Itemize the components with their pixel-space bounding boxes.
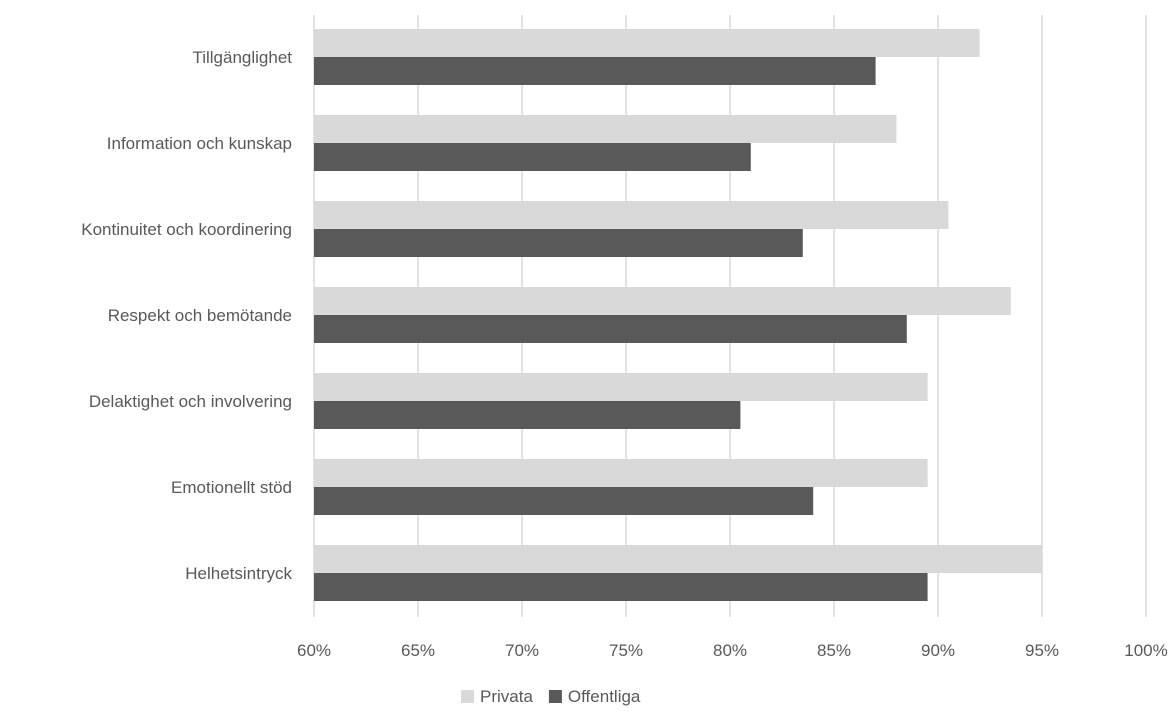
bar-offentliga-1: [314, 143, 751, 171]
bar-privata-3: [314, 287, 1011, 315]
x-tick-label-6: 90%: [921, 641, 955, 660]
bar-privata-1: [314, 115, 897, 143]
bar-privata-0: [314, 29, 980, 57]
x-tick-label-1: 65%: [401, 641, 435, 660]
category-label-5: Emotionellt stöd: [171, 478, 292, 497]
x-tick-label-3: 75%: [609, 641, 643, 660]
category-label-6: Helhetsintryck: [185, 564, 292, 583]
category-label-3: Respekt och bemötande: [108, 306, 292, 325]
bar-offentliga-6: [314, 573, 928, 601]
category-label-1: Information och kunskap: [107, 134, 292, 153]
bar-offentliga-4: [314, 401, 741, 429]
category-labels: Tillgänglighet Information och kunskap Kon…: [81, 48, 292, 583]
bar-privata-5: [314, 459, 928, 487]
legend: Privata Offentliga: [461, 687, 641, 706]
x-tick-label-7: 95%: [1025, 641, 1059, 660]
bar-offentliga-2: [314, 229, 803, 257]
x-axis-ticks: 60% 65% 70% 75% 80% 85% 90% 95% 100%: [297, 641, 1168, 660]
bar-privata-2: [314, 201, 949, 229]
x-tick-label-2: 70%: [505, 641, 539, 660]
legend-swatch-1: [548, 690, 562, 703]
x-tick-label-8: 100%: [1124, 641, 1167, 660]
bar-offentliga-5: [314, 487, 814, 515]
bar-offentliga-0: [314, 57, 876, 85]
bars: [314, 29, 1042, 601]
bar-privata-4: [314, 373, 928, 401]
legend-label-0: Privata: [480, 687, 533, 706]
category-label-0: Tillgänglighet: [192, 48, 292, 67]
category-label-4: Delaktighet och involvering: [89, 392, 292, 411]
bar-offentliga-3: [314, 315, 907, 343]
x-tick-label-4: 80%: [713, 641, 747, 660]
legend-label-1: Offentliga: [568, 687, 641, 706]
legend-swatch-0: [461, 690, 474, 703]
category-label-2: Kontinuitet och koordinering: [81, 220, 292, 239]
x-tick-label-0: 60%: [297, 641, 331, 660]
bar-privata-6: [314, 545, 1042, 573]
x-tick-label-5: 85%: [817, 641, 851, 660]
